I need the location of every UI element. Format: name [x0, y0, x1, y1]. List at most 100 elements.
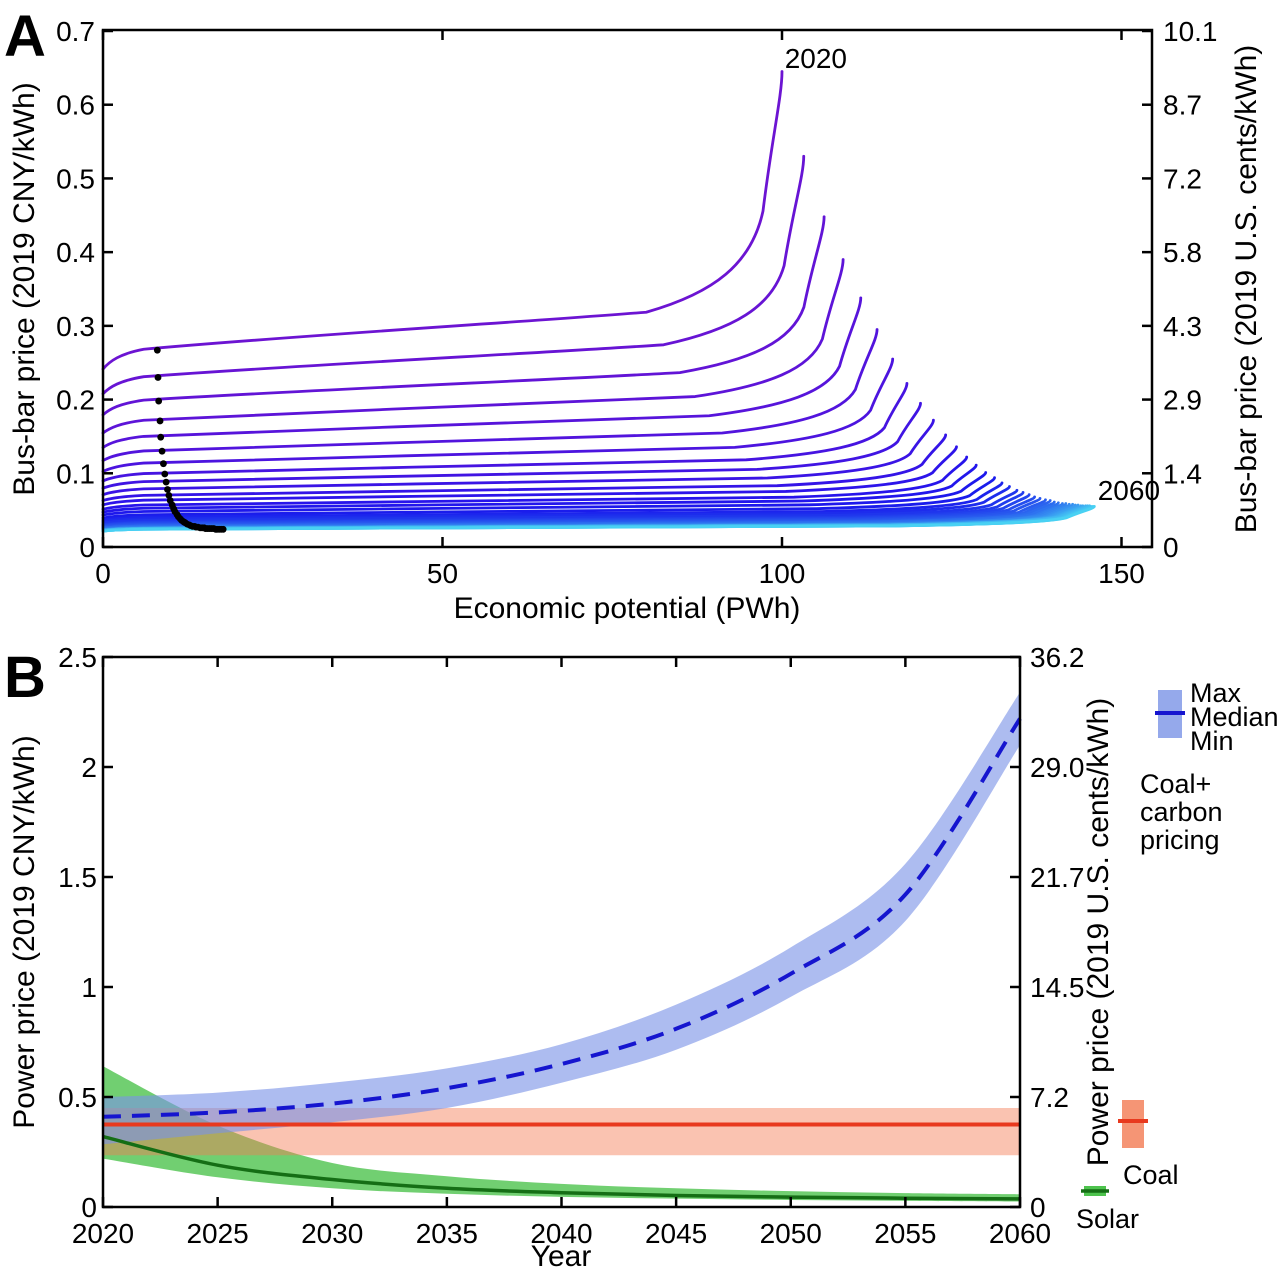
deployment-dot-2025 [158, 447, 166, 455]
supply-curve-2038 [101, 488, 1019, 525]
legend-median-label: Median [1190, 702, 1279, 732]
y-tick-label-left: 0.7 [56, 16, 95, 47]
y-tick-label-left: 1 [81, 972, 97, 1003]
supply-curve-2024 [101, 296, 863, 449]
panel-a-curves-group [101, 70, 1096, 533]
x-tick-label: 2025 [186, 1218, 248, 1249]
y-tick-label-right: 0 [1163, 532, 1179, 563]
y-tick-label-right: 5.8 [1163, 237, 1202, 268]
panel-b-ticks-group: 2020 2025 2030 2035 2040 2045 2050 2055 2060 2.5 3… [58, 642, 1084, 1249]
x-tick-label: 2035 [416, 1218, 478, 1249]
supply-curve-2029 [101, 418, 935, 497]
x-tick-label: 0 [95, 558, 111, 589]
legend-coal-carbon-label-line1: Coal+ [1140, 769, 1211, 799]
x-tick-label: 2045 [645, 1218, 707, 1249]
panel-b-yaxis-right-title: Power price (2019 U.S. cents/kWh) [1082, 698, 1115, 1167]
y-tick-label-left: 0 [79, 532, 95, 563]
y-tick-label-left: 0.1 [56, 458, 95, 489]
supply-curve-2060 [101, 505, 1096, 533]
y-tick-label-left: 0.3 [56, 311, 95, 342]
year-annotation-2020: 2020 [785, 43, 847, 74]
deployment-dot-2030 [165, 492, 173, 499]
y-tick-label-left: 2 [81, 752, 97, 783]
supply-curve-2026 [101, 357, 895, 473]
supply-curve-2032 [101, 455, 969, 511]
deployment-dot-2023 [156, 417, 164, 425]
deployment-dot-2029 [164, 486, 171, 493]
supply-curve-2033 [101, 463, 978, 514]
supply-curve-2020 [101, 70, 784, 371]
panel-a-ticks-group: 0 50 100 150 0.7 10.1 0.6 8.7 0.5 7.2 0.4 5.8 0.3 4.3… [56, 16, 1217, 589]
supply-curve-2028 [101, 401, 922, 490]
panel-a-letter: A [4, 4, 46, 69]
panel-b: B 2020 2025 2030 2035 2040 2045 2050 2055 2060 2.… [4, 642, 1279, 1273]
legend-max-label: Max [1190, 678, 1242, 708]
supply-curve-2025 [101, 328, 879, 462]
x-tick-label: 2055 [874, 1218, 936, 1249]
panel-b-letter: B [4, 645, 46, 710]
supply-curve-2037 [101, 485, 1011, 523]
y-tick-label-right: 8.7 [1163, 90, 1202, 121]
supply-curve-2030 [101, 433, 948, 502]
supply-curve-2023 [101, 258, 845, 435]
y-tick-label-right: 2.9 [1163, 385, 1202, 416]
panel-a-yaxis-right-title: Bus-bar price (2019 U.S. cents/kWh) [1230, 45, 1263, 534]
panel-b-lines-group [102, 717, 1022, 1201]
x-tick-label: 100 [759, 558, 806, 589]
y-tick-label-left: 0.4 [56, 237, 95, 268]
panel-a-xaxis-title: Economic potential (PWh) [454, 592, 801, 625]
supply-curve-2035 [101, 476, 996, 520]
y-tick-label-left: 0.2 [56, 385, 95, 416]
x-tick-label: 2020 [72, 1218, 134, 1249]
legend-coal-label: Coal [1123, 1160, 1179, 1190]
deployment-dot-2028 [162, 478, 170, 486]
x-tick-label: 2050 [760, 1218, 822, 1249]
legend-coal-band-swatch [1122, 1100, 1144, 1148]
y-tick-label-right: 7.2 [1163, 163, 1202, 194]
legend-solar-label: Solar [1076, 1204, 1139, 1234]
deployment-dot-2022 [155, 397, 163, 405]
panel-a: A 0 50 100 150 0.7 10.1 0.6 8.7 0.5 7.2 0.4 5.8 0.3 4… [4, 4, 1263, 625]
year-annotation-2060: 2060 [1098, 475, 1160, 506]
y-tick-label-right: 21.7 [1030, 862, 1085, 893]
band-solar [103, 1066, 1020, 1202]
panel-a-deployment-dots-group [153, 346, 227, 533]
deployment-dot-2021 [154, 374, 162, 381]
supply-curve-2021 [101, 154, 806, 396]
y-tick-label-right: 1.4 [1163, 458, 1202, 489]
band-coal-carbon-pricing [103, 692, 1020, 1145]
x-tick-label: 2060 [989, 1218, 1051, 1249]
median-line-solar [102, 1134, 1021, 1201]
supply-curve-2036 [101, 481, 1004, 522]
panel-a-yaxis-left-title: Bus-bar price (2019 CNY/kWh) [8, 82, 41, 495]
panel-a-annotations-group: 2020 2060 [785, 43, 1160, 506]
supply-curve-2027 [101, 381, 909, 483]
x-tick-label: 2040 [530, 1218, 592, 1249]
panel-b-yaxis-left-title: Power price (2019 CNY/kWh) [8, 735, 41, 1128]
panel-b-bands-group [103, 692, 1020, 1202]
y-tick-label-left: 0.5 [56, 163, 95, 194]
x-tick-label: 150 [1098, 558, 1145, 589]
y-tick-label-left: 0 [81, 1192, 97, 1223]
y-tick-label-left: 0.5 [58, 1082, 97, 1113]
panel-b-xaxis-title: Year [531, 1240, 592, 1273]
y-tick-label-left: 2.5 [58, 642, 97, 673]
y-tick-label-right: 14.5 [1030, 972, 1085, 1003]
x-tick-label: 2030 [301, 1218, 363, 1249]
panel-a-plot-frame [101, 28, 1154, 549]
x-tick-label: 50 [427, 558, 458, 589]
legend-coal-carbon-label-line2: carbon [1140, 797, 1223, 827]
legend-min-label: Min [1190, 726, 1234, 756]
deployment-dot-2024 [157, 433, 165, 441]
y-tick-label-right: 29.0 [1030, 752, 1085, 783]
deployment-dot-2060 [219, 525, 227, 533]
median-line-coal-carbon-pricing [102, 717, 1022, 1119]
y-tick-label-right: 4.3 [1163, 311, 1202, 342]
deployment-dot-2027 [161, 470, 169, 478]
deployment-dot-2026 [160, 460, 167, 468]
panel-b-legend: Max Median Min Coal+ carbon pricing Coal… [1076, 678, 1279, 1234]
supply-curve-2034 [101, 471, 988, 517]
y-tick-label-right: 7.2 [1030, 1082, 1069, 1113]
